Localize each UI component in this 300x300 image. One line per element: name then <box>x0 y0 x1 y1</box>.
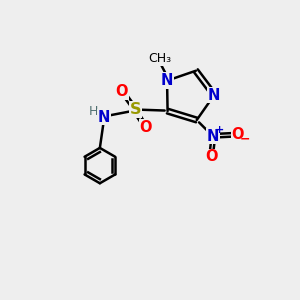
Text: N: N <box>207 129 219 144</box>
Text: O: O <box>205 149 218 164</box>
Text: S: S <box>129 102 141 117</box>
Text: N: N <box>161 73 173 88</box>
Text: N: N <box>98 110 110 124</box>
Text: O: O <box>139 120 152 135</box>
Text: O: O <box>116 84 128 99</box>
Text: O: O <box>232 127 244 142</box>
Text: N: N <box>208 88 220 103</box>
Text: +: + <box>215 125 224 135</box>
Text: −: − <box>240 133 250 146</box>
Text: H: H <box>88 105 98 118</box>
Text: CH₃: CH₃ <box>148 52 171 65</box>
